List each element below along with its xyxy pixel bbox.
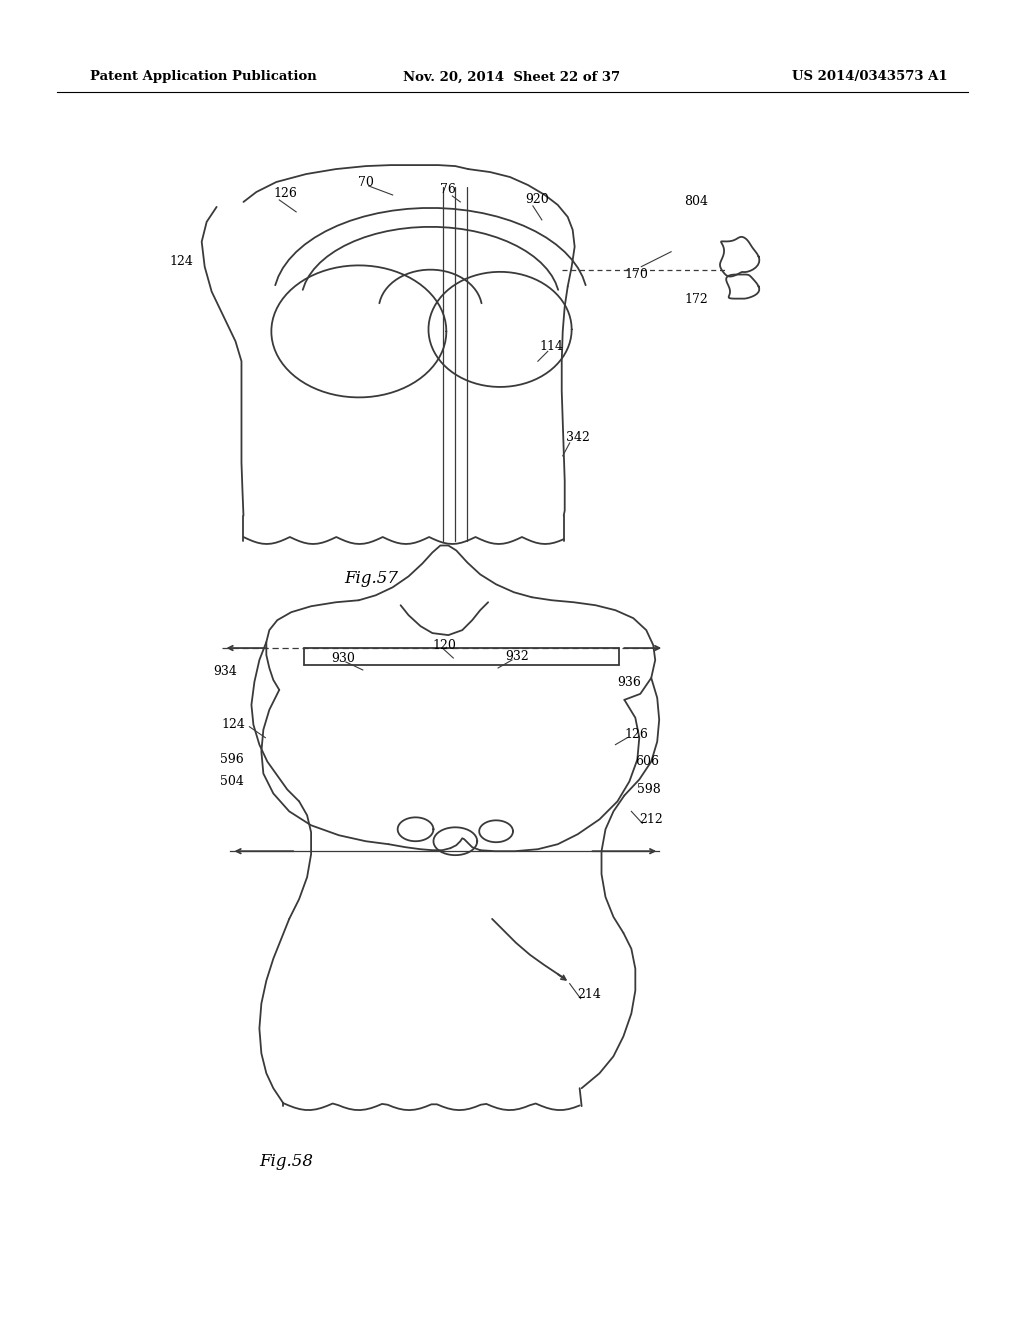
- Text: 126: 126: [273, 187, 297, 201]
- Text: 76: 76: [440, 183, 457, 197]
- Text: 596: 596: [219, 754, 244, 766]
- Text: 170: 170: [625, 268, 648, 281]
- Text: 804: 804: [684, 195, 708, 209]
- Text: 214: 214: [578, 989, 601, 1001]
- Text: 936: 936: [617, 676, 641, 689]
- Text: 504: 504: [219, 775, 244, 788]
- Text: 342: 342: [565, 432, 590, 445]
- Text: 934: 934: [214, 665, 238, 678]
- Text: Fig.58: Fig.58: [259, 1152, 313, 1170]
- Text: 598: 598: [637, 783, 662, 796]
- Text: 70: 70: [357, 176, 374, 189]
- Text: 606: 606: [635, 755, 659, 768]
- Text: Patent Application Publication: Patent Application Publication: [90, 70, 317, 83]
- Text: Nov. 20, 2014  Sheet 22 of 37: Nov. 20, 2014 Sheet 22 of 37: [403, 70, 621, 83]
- Text: 930: 930: [331, 652, 355, 664]
- Text: 172: 172: [684, 293, 708, 306]
- Text: 124: 124: [221, 718, 246, 731]
- Text: 212: 212: [639, 813, 664, 826]
- Text: 920: 920: [525, 194, 549, 206]
- Text: 124: 124: [170, 255, 194, 268]
- Text: US 2014/0343573 A1: US 2014/0343573 A1: [792, 70, 947, 83]
- Text: 120: 120: [432, 639, 457, 652]
- Text: 114: 114: [540, 339, 564, 352]
- Text: 932: 932: [505, 649, 528, 663]
- Text: 126: 126: [625, 729, 648, 742]
- Text: Fig.57: Fig.57: [344, 570, 397, 587]
